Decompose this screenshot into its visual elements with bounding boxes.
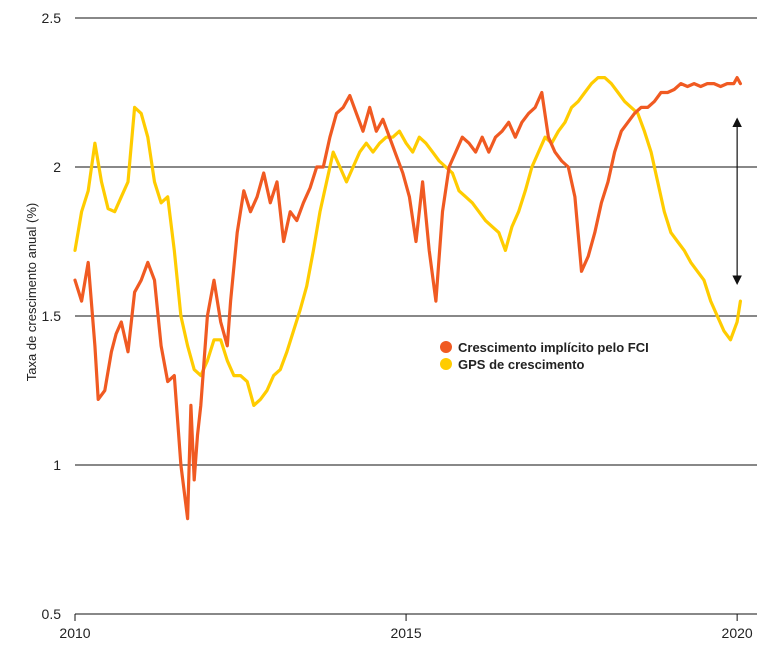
legend-item-gps: GPS de crescimento bbox=[440, 357, 584, 372]
y-tick-label: 2.5 bbox=[42, 10, 62, 26]
y-tick-label: 1 bbox=[53, 457, 61, 473]
legend-item-fci: Crescimento implícito pelo FCI bbox=[440, 340, 649, 355]
y-tick-label: 0.5 bbox=[42, 606, 62, 622]
x-tick-label: 2015 bbox=[390, 625, 421, 641]
series-line-gps bbox=[73, 75, 743, 407]
legend-swatch-gps bbox=[440, 358, 452, 370]
y-axis-title: Taxa de crescimento anual (%) bbox=[24, 203, 39, 381]
x-tick-label: 2010 bbox=[59, 625, 90, 641]
legend-label-fci: Crescimento implícito pelo FCI bbox=[458, 340, 649, 355]
legend-swatch-fci bbox=[440, 341, 452, 353]
series-layer bbox=[73, 75, 743, 521]
y-axis-ticks: 0.5 1 1.5 2 2.5 bbox=[42, 10, 62, 622]
grid-lines bbox=[75, 17, 757, 615]
x-axis-ticks: 2010 2015 2020 bbox=[59, 614, 753, 641]
legend: Crescimento implícito pelo FCI GPS de cr… bbox=[440, 340, 649, 372]
legend-label-gps: GPS de crescimento bbox=[458, 357, 584, 372]
y-tick-label: 1.5 bbox=[42, 308, 62, 324]
series-line-fci bbox=[73, 75, 743, 521]
y-tick-label: 2 bbox=[53, 159, 61, 175]
x-tick-label: 2020 bbox=[722, 625, 753, 641]
